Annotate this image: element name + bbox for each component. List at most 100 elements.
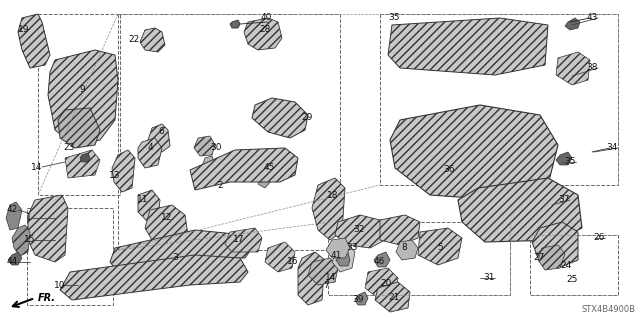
Polygon shape (110, 230, 252, 272)
Polygon shape (190, 148, 298, 190)
Text: 26: 26 (594, 234, 605, 242)
Text: 25: 25 (566, 276, 578, 285)
Text: 6: 6 (158, 128, 164, 137)
Text: 9: 9 (79, 85, 85, 94)
Polygon shape (556, 52, 590, 85)
Text: 35: 35 (564, 158, 576, 167)
Polygon shape (230, 20, 240, 28)
Polygon shape (418, 228, 462, 265)
Bar (530, 235, 618, 295)
Polygon shape (312, 178, 345, 240)
Text: 19: 19 (18, 26, 29, 34)
Text: 38: 38 (586, 63, 598, 72)
Polygon shape (375, 282, 410, 312)
Polygon shape (326, 238, 350, 258)
Text: 24: 24 (561, 261, 572, 270)
Text: 3: 3 (172, 254, 178, 263)
Text: 30: 30 (211, 144, 222, 152)
Polygon shape (140, 28, 165, 52)
Text: 31: 31 (483, 273, 495, 283)
Text: 37: 37 (559, 196, 570, 204)
Polygon shape (258, 172, 272, 188)
Polygon shape (538, 245, 565, 270)
Text: 39: 39 (353, 295, 364, 305)
Text: 5: 5 (437, 243, 443, 253)
Polygon shape (335, 215, 385, 248)
Text: 36: 36 (444, 166, 455, 174)
Polygon shape (194, 136, 215, 156)
Text: 15: 15 (24, 235, 35, 244)
Polygon shape (8, 252, 22, 265)
Bar (118, 14, 340, 250)
Text: 10: 10 (54, 280, 65, 290)
Polygon shape (138, 138, 162, 168)
Text: 23: 23 (63, 144, 75, 152)
Text: 14: 14 (325, 273, 337, 283)
Polygon shape (336, 253, 350, 266)
Text: 8: 8 (401, 242, 407, 251)
Text: 11: 11 (136, 196, 148, 204)
Text: 13: 13 (109, 170, 120, 180)
Text: 16: 16 (287, 257, 298, 266)
Bar (380, 14, 618, 185)
Polygon shape (388, 18, 548, 75)
Text: 43: 43 (587, 13, 598, 23)
Polygon shape (374, 252, 390, 267)
Polygon shape (365, 268, 398, 298)
Text: 42: 42 (7, 205, 18, 214)
Text: 22: 22 (129, 35, 140, 44)
Bar (27, 208, 113, 305)
Polygon shape (202, 156, 215, 170)
Text: 40: 40 (260, 13, 272, 23)
Polygon shape (145, 205, 188, 242)
Polygon shape (265, 242, 295, 272)
Polygon shape (298, 252, 325, 305)
Polygon shape (65, 150, 100, 178)
Polygon shape (332, 244, 355, 272)
Text: 17: 17 (232, 235, 244, 244)
Text: 18: 18 (326, 190, 338, 199)
Polygon shape (60, 255, 248, 300)
Text: 14: 14 (31, 162, 42, 172)
Text: STX4B4900B: STX4B4900B (582, 305, 636, 314)
Polygon shape (244, 18, 282, 50)
Polygon shape (390, 105, 558, 200)
Text: 4: 4 (147, 144, 153, 152)
Text: 46: 46 (374, 257, 385, 266)
Text: 35: 35 (388, 13, 399, 23)
Text: 33: 33 (346, 242, 358, 251)
Polygon shape (6, 202, 22, 230)
Text: 1: 1 (26, 213, 32, 222)
Polygon shape (396, 240, 418, 260)
Polygon shape (48, 50, 118, 145)
Bar (38, 14, 120, 195)
Polygon shape (458, 178, 582, 242)
Polygon shape (112, 150, 135, 192)
Text: 2: 2 (217, 181, 223, 189)
Polygon shape (355, 292, 368, 305)
Text: FR.: FR. (38, 293, 56, 303)
Text: 45: 45 (264, 164, 275, 173)
Text: 29: 29 (301, 114, 313, 122)
Polygon shape (138, 190, 160, 222)
Text: 21: 21 (388, 293, 400, 301)
Polygon shape (58, 108, 100, 148)
Polygon shape (255, 152, 275, 175)
Text: 34: 34 (607, 144, 618, 152)
Text: 20: 20 (381, 278, 392, 287)
Bar (328, 222, 510, 295)
Polygon shape (556, 152, 572, 165)
Polygon shape (28, 195, 68, 262)
Polygon shape (565, 18, 580, 30)
Text: 27: 27 (534, 254, 545, 263)
Polygon shape (225, 228, 262, 252)
Polygon shape (18, 14, 50, 68)
Text: 32: 32 (354, 226, 365, 234)
Polygon shape (532, 222, 578, 268)
Text: 41: 41 (331, 251, 342, 261)
Text: 28: 28 (259, 26, 271, 34)
Polygon shape (252, 98, 308, 138)
Polygon shape (12, 225, 30, 256)
Text: 12: 12 (161, 213, 172, 222)
Polygon shape (308, 258, 338, 285)
